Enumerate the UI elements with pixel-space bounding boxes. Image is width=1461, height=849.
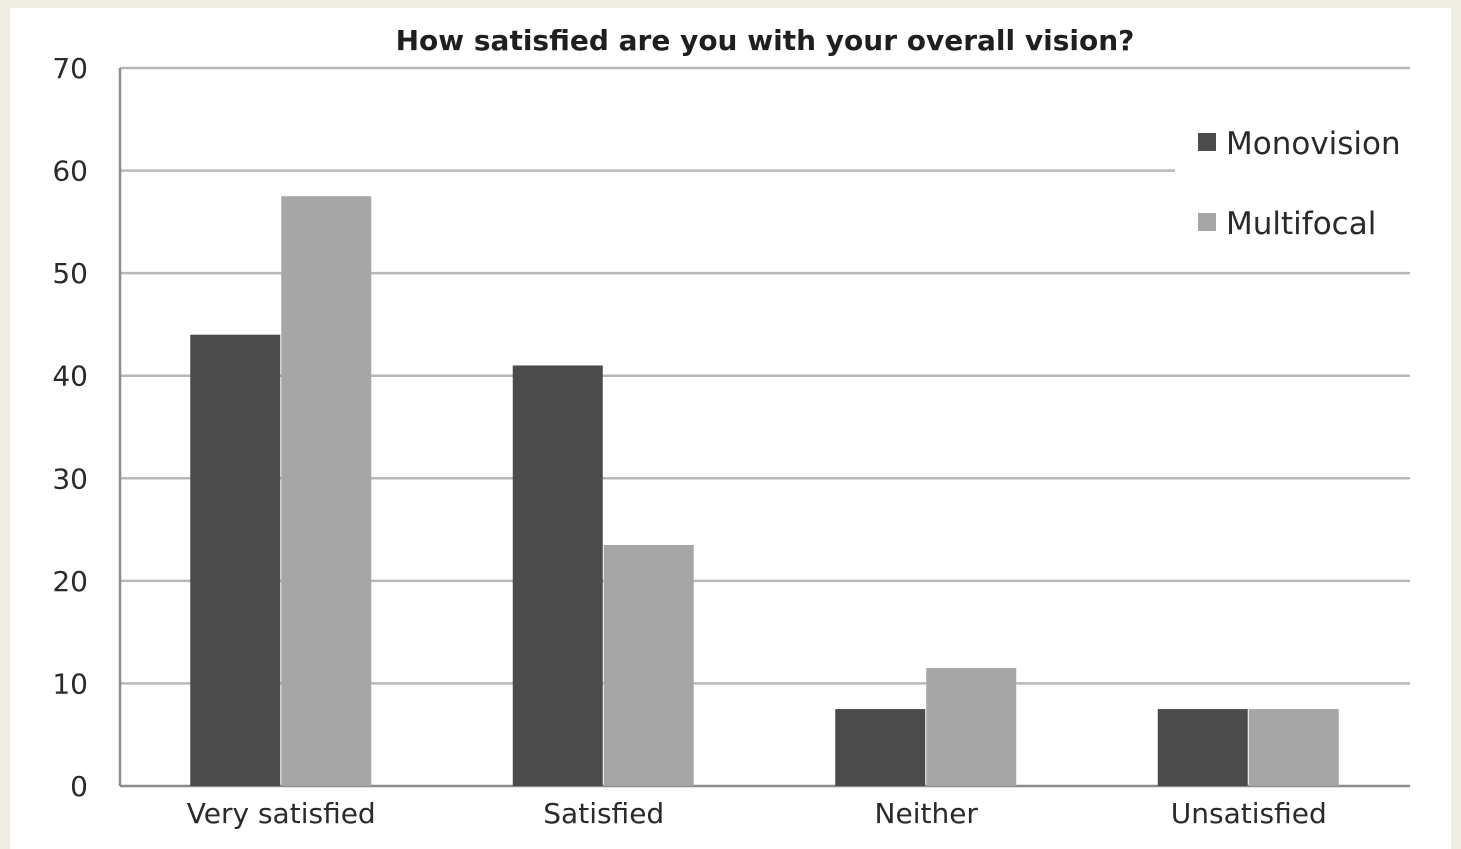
legend-label: Monovision	[1226, 126, 1401, 162]
y-tick-label: 20	[52, 565, 88, 598]
bar-multifocal-satisfied	[603, 544, 694, 786]
bar-multifocal-unsatisfied	[1248, 709, 1339, 786]
y-tick-label: 60	[52, 155, 88, 188]
bar-monovision-neither	[835, 709, 926, 786]
y-tick-label: 30	[52, 462, 88, 495]
x-category-label: Very satisfied	[187, 797, 376, 830]
y-tick-label: 40	[52, 360, 88, 393]
legend-label: Multifocal	[1226, 206, 1376, 242]
x-axis-categories: Very satisfied Satisfied Neither Unsatisfie…	[187, 797, 1327, 830]
chart-frame: How satisfied are you with your overall …	[10, 8, 1451, 849]
bar-monovision-satisfied	[512, 365, 603, 786]
bar-monovision-very-satisfied	[190, 334, 281, 786]
bars	[190, 196, 1339, 786]
bar-multifocal-neither	[926, 668, 1017, 786]
chart-title: How satisfied are you with your overall …	[396, 24, 1135, 57]
bar-multifocal-very-satisfied	[281, 196, 372, 786]
y-axis-ticks: 0 10 20 30 40 50 60 70	[52, 52, 88, 803]
bar-chart: How satisfied are you with your overall …	[52, 24, 1410, 830]
y-tick-label: 50	[52, 257, 88, 290]
x-category-label: Neither	[875, 797, 979, 830]
y-tick-label: 70	[52, 52, 88, 85]
y-tick-label: 10	[52, 667, 88, 700]
x-category-label: Satisfied	[543, 797, 664, 830]
x-category-label: Unsatisfied	[1171, 797, 1327, 830]
legend: Monovision Multifocal	[1198, 126, 1401, 242]
y-tick-label: 0	[70, 770, 88, 803]
legend-swatch	[1198, 133, 1216, 151]
bar-monovision-unsatisfied	[1157, 709, 1248, 786]
legend-swatch	[1198, 213, 1216, 231]
